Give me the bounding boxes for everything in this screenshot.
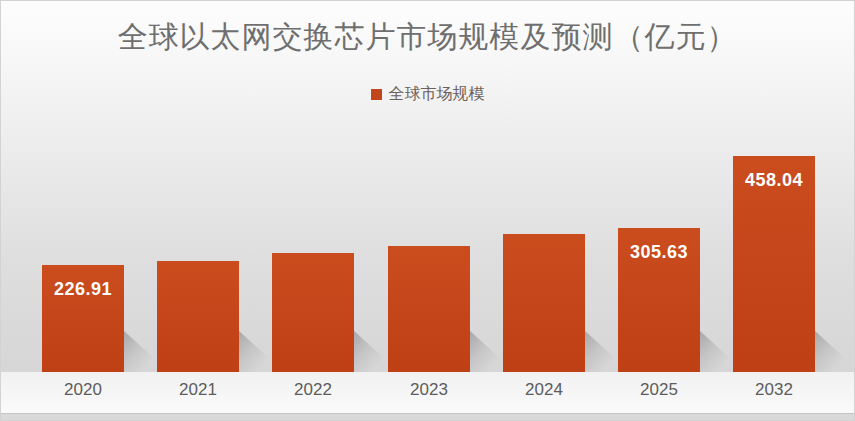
bar-2022 [272,253,354,372]
bar-2021 [157,261,239,372]
bar-shadow [814,330,855,372]
x-axis-label: 2024 [484,380,604,400]
chart-frame: 全球以太网交换芯片市场规模及预测（亿元） 全球市场规模 226.91202020… [0,0,855,421]
bar-value-label: 226.91 [42,279,124,300]
x-axis-label: 2023 [369,380,489,400]
bar-value-label: 458.04 [733,170,815,191]
bar-value-label: 305.63 [618,242,700,263]
bottom-strip [1,413,854,420]
x-axis-label: 2020 [23,380,143,400]
plot-area: 226.91 20202021202220232024 305.63 2025 458.… [1,1,854,420]
bar-2023 [388,246,470,372]
x-axis-label: 2025 [599,380,719,400]
x-axis-label: 2021 [138,380,258,400]
bar-2024 [503,234,585,372]
x-axis-label: 2022 [253,380,373,400]
x-axis-label: 2032 [714,380,834,400]
